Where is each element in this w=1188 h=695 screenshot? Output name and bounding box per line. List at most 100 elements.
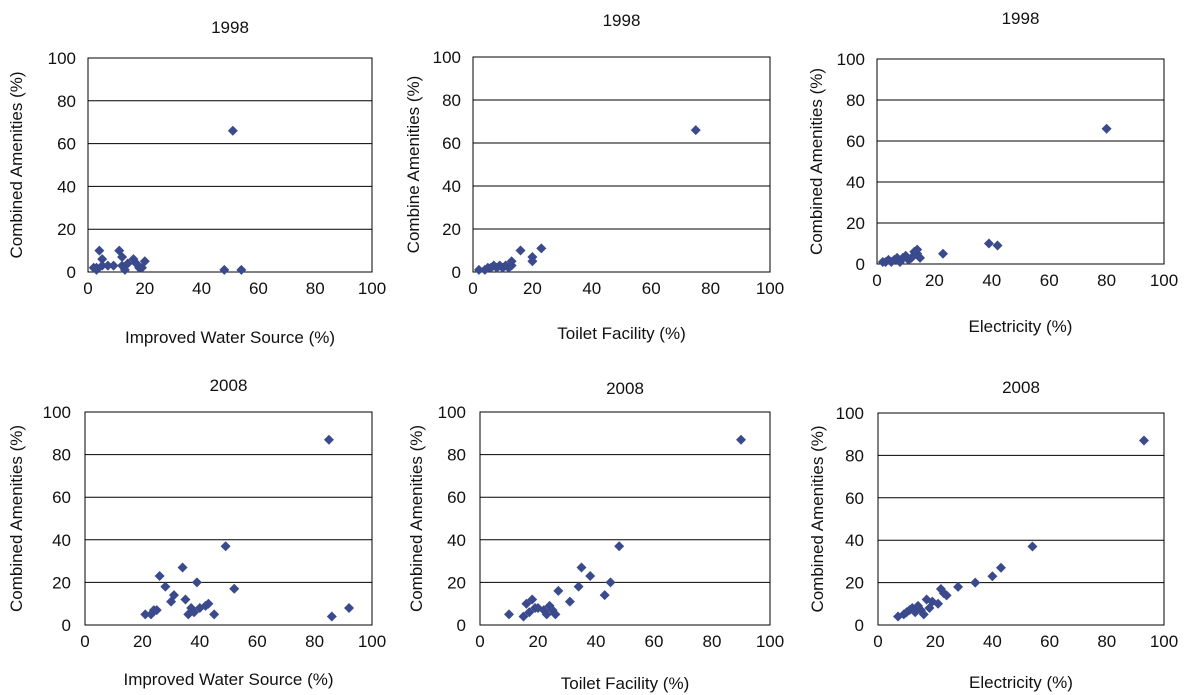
y-axis-label: Combine Amenities (%) bbox=[404, 76, 423, 254]
data-point bbox=[180, 594, 191, 605]
data-point bbox=[117, 252, 128, 263]
y-axis-label: Combined Amenities (%) bbox=[7, 425, 26, 612]
y-tick-label: 100 bbox=[43, 403, 71, 422]
x-tick-label: 80 bbox=[1097, 271, 1116, 290]
data-point bbox=[736, 434, 746, 445]
x-tick-label: 40 bbox=[983, 632, 1002, 651]
data-point bbox=[506, 256, 517, 267]
x-tick-label: 20 bbox=[925, 271, 944, 290]
data-point bbox=[987, 571, 998, 582]
x-axis-label: Improved Water Source (%) bbox=[125, 328, 335, 347]
x-tick-label: 100 bbox=[756, 632, 784, 651]
y-tick-label: 60 bbox=[845, 489, 864, 508]
data-point bbox=[1138, 435, 1149, 446]
x-tick-label: 0 bbox=[873, 632, 882, 651]
data-point bbox=[94, 245, 105, 256]
chart-title: 2008 bbox=[210, 376, 248, 395]
data-point bbox=[918, 609, 929, 620]
x-tick-label: 0 bbox=[475, 632, 484, 651]
y-tick-label: 0 bbox=[67, 263, 76, 282]
y-tick-label: 0 bbox=[452, 263, 461, 282]
data-point bbox=[938, 248, 949, 259]
plot-frame bbox=[479, 411, 771, 626]
plot-frame bbox=[877, 412, 1165, 626]
y-tick-label: 20 bbox=[52, 573, 71, 592]
data-point bbox=[521, 598, 532, 609]
chart-title: 1998 bbox=[211, 18, 249, 37]
x-tick-label: 80 bbox=[306, 279, 325, 298]
data-point bbox=[168, 590, 179, 601]
y-tick-label: 100 bbox=[837, 50, 865, 69]
data-point bbox=[209, 609, 220, 620]
data-point bbox=[541, 609, 552, 620]
chart-title: 1998 bbox=[1002, 9, 1040, 28]
data-point bbox=[344, 602, 355, 613]
data-point bbox=[220, 541, 231, 552]
y-tick-label: 80 bbox=[447, 446, 466, 465]
data-point bbox=[970, 577, 981, 588]
data-point bbox=[191, 577, 202, 588]
scatter-panel-5: 0 20 40 60 80 100 0 20 40 60 80 100 2008 Toilet Facil… bbox=[407, 379, 784, 693]
y-tick-label: 80 bbox=[442, 91, 461, 110]
data-point bbox=[97, 260, 108, 271]
data-point bbox=[160, 581, 171, 592]
y-tick-label: 40 bbox=[52, 531, 71, 550]
data-point bbox=[504, 609, 514, 620]
x-tick-label: 20 bbox=[529, 632, 548, 651]
data-point bbox=[108, 260, 119, 271]
scatter-panel-4: 0 20 40 60 80 100 0 20 40 60 80 100 2008 Improved Wat… bbox=[7, 376, 386, 689]
data-point bbox=[229, 583, 240, 594]
x-tick-label: 80 bbox=[305, 632, 324, 651]
y-axis-label: Combined Amenities (%) bbox=[7, 71, 26, 258]
x-tick-label: 60 bbox=[645, 632, 664, 651]
x-tick-label: 20 bbox=[133, 632, 152, 651]
y-tick-label: 40 bbox=[442, 177, 461, 196]
data-point bbox=[915, 252, 926, 263]
y-axis-label: Combined Amenities (%) bbox=[407, 425, 426, 612]
data-point bbox=[154, 571, 165, 582]
data-point bbox=[524, 607, 535, 618]
y-tick-label: 100 bbox=[48, 49, 76, 68]
x-axis-label: Electricity (%) bbox=[969, 673, 1073, 692]
plot-frame bbox=[472, 56, 771, 273]
data-point bbox=[139, 256, 150, 267]
x-tick-label: 40 bbox=[982, 271, 1001, 290]
x-tick-label: 100 bbox=[1150, 271, 1178, 290]
x-tick-label: 0 bbox=[83, 279, 92, 298]
scatter-panel-3: 0 20 40 60 80 100 0 20 40 60 80 100 1998 Electricity … bbox=[807, 9, 1178, 336]
y-tick-label: 20 bbox=[846, 214, 865, 233]
y-tick-label: 0 bbox=[856, 255, 865, 274]
y-tick-label: 80 bbox=[52, 446, 71, 465]
data-point bbox=[140, 609, 151, 620]
y-tick-label: 40 bbox=[845, 531, 864, 550]
x-tick-label: 60 bbox=[1040, 632, 1059, 651]
data-point bbox=[1027, 541, 1038, 552]
y-tick-label: 40 bbox=[447, 531, 466, 550]
x-tick-label: 40 bbox=[587, 632, 606, 651]
data-point bbox=[576, 562, 587, 573]
x-tick-label: 20 bbox=[523, 279, 542, 298]
x-tick-label: 60 bbox=[642, 279, 661, 298]
x-tick-label: 80 bbox=[1097, 632, 1116, 651]
data-point bbox=[326, 611, 337, 622]
x-tick-label: 0 bbox=[468, 279, 477, 298]
x-tick-label: 20 bbox=[926, 632, 945, 651]
y-tick-label: 100 bbox=[836, 404, 864, 423]
data-point bbox=[573, 581, 584, 592]
plot-frame bbox=[84, 411, 373, 626]
data-point bbox=[527, 594, 538, 605]
x-tick-label: 80 bbox=[703, 632, 722, 651]
y-tick-label: 20 bbox=[447, 573, 466, 592]
data-point bbox=[995, 562, 1006, 573]
data-point bbox=[585, 571, 596, 582]
data-point bbox=[912, 244, 923, 255]
data-point bbox=[219, 264, 230, 275]
y-tick-label: 80 bbox=[57, 92, 76, 111]
x-tick-label: 100 bbox=[358, 632, 386, 651]
x-tick-label: 80 bbox=[701, 279, 720, 298]
y-tick-label: 0 bbox=[62, 616, 71, 635]
chart-title: 2008 bbox=[1002, 378, 1040, 397]
y-tick-label: 60 bbox=[846, 132, 865, 151]
data-point bbox=[102, 260, 113, 271]
